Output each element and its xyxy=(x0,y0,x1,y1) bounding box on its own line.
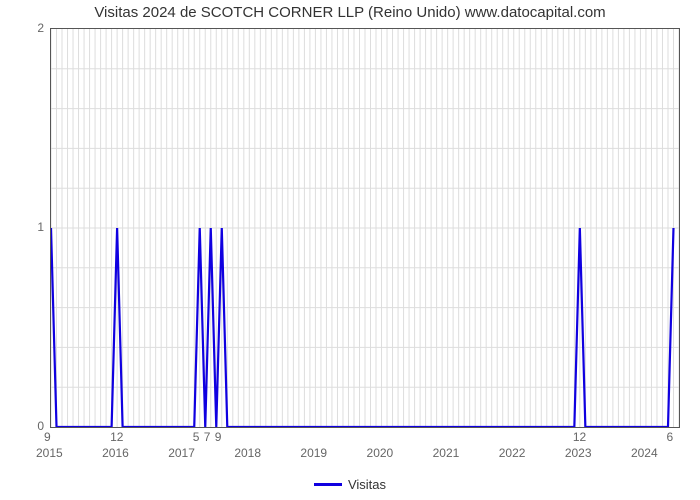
legend: Visitas xyxy=(0,476,700,492)
x-minor-label: 7 xyxy=(204,430,211,444)
legend-swatch xyxy=(314,483,342,486)
x-year-label: 2019 xyxy=(300,446,327,460)
x-minor-label: 5 xyxy=(193,430,200,444)
plot-area xyxy=(50,28,680,428)
x-year-label: 2023 xyxy=(565,446,592,460)
x-minor-label: 9 xyxy=(215,430,222,444)
x-year-label: 2021 xyxy=(433,446,460,460)
x-year-label: 2015 xyxy=(36,446,63,460)
x-minor-label: 9 xyxy=(44,430,51,444)
x-minor-label: 12 xyxy=(110,430,123,444)
x-year-label: 2017 xyxy=(168,446,195,460)
y-tick-label: 0 xyxy=(37,419,44,433)
x-year-label: 2020 xyxy=(367,446,394,460)
y-tick-label: 2 xyxy=(37,21,44,35)
x-year-label: 2016 xyxy=(102,446,129,460)
chart-title: Visitas 2024 de SCOTCH CORNER LLP (Reino… xyxy=(0,4,700,21)
legend-label: Visitas xyxy=(348,477,386,492)
x-minor-label: 6 xyxy=(666,430,673,444)
x-year-label: 2022 xyxy=(499,446,526,460)
chart-svg xyxy=(51,29,679,427)
x-year-label: 2018 xyxy=(234,446,261,460)
chart-container: Visitas 2024 de SCOTCH CORNER LLP (Reino… xyxy=(0,0,700,500)
x-year-label: 2024 xyxy=(631,446,658,460)
x-minor-label: 12 xyxy=(573,430,586,444)
y-tick-label: 1 xyxy=(37,220,44,234)
